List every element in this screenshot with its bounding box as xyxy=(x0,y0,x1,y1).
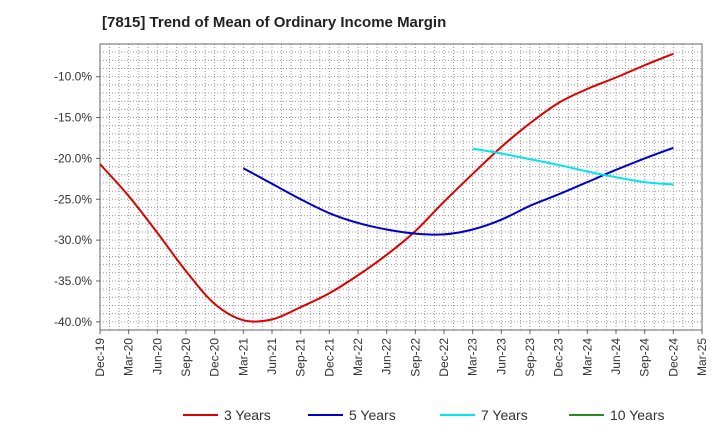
x-tick-label: Dec-24 xyxy=(666,338,680,377)
chart-title: [7815] Trend of Mean of Ordinary Income … xyxy=(102,14,447,31)
x-tick-label: Jun-23 xyxy=(494,338,508,375)
series-line-5-years xyxy=(242,146,674,236)
y-tick-label: -10.0% xyxy=(54,70,92,84)
x-tick-label: Jun-20 xyxy=(150,338,164,375)
x-tick-label: Mar-25 xyxy=(695,338,709,376)
x-tick-label: Jun-21 xyxy=(265,338,279,375)
y-tick-label: -35.0% xyxy=(54,274,92,288)
x-tick-label: Sep-21 xyxy=(294,338,308,377)
legend-label-10-years: 10 Years xyxy=(610,407,665,423)
legend-label-5-years: 5 Years xyxy=(349,407,396,423)
x-tick-label: Mar-21 xyxy=(236,338,250,376)
x-tick-label: Dec-19 xyxy=(93,338,107,377)
grid xyxy=(99,43,703,331)
y-tick-label: -40.0% xyxy=(54,315,92,329)
y-tick-label: -20.0% xyxy=(54,151,92,165)
x-tick-label: Dec-22 xyxy=(437,338,451,377)
y-tick-label: -30.0% xyxy=(54,233,92,247)
series-line-7-years xyxy=(472,147,674,186)
x-tick-label: Mar-23 xyxy=(466,338,480,376)
x-tick-label: Dec-23 xyxy=(552,338,566,377)
x-tick-label: Mar-20 xyxy=(122,338,136,376)
x-tick-label: Dec-20 xyxy=(208,338,222,377)
plot-area xyxy=(100,44,702,330)
y-tick-label: -15.0% xyxy=(54,111,92,125)
x-tick-label: Jun-24 xyxy=(609,338,623,375)
y-tick-label: -25.0% xyxy=(54,192,92,206)
series-line-3-years xyxy=(99,52,674,323)
x-tick-label: Sep-22 xyxy=(408,338,422,377)
legend-label-3-years: 3 Years xyxy=(224,407,271,423)
x-tick-label: Sep-23 xyxy=(523,338,537,377)
x-tick-label: Mar-22 xyxy=(351,338,365,376)
legend-label-7-years: 7 Years xyxy=(481,407,528,423)
x-tick-label: Dec-21 xyxy=(322,338,336,377)
x-tick-label: Jun-22 xyxy=(380,338,394,375)
x-tick-label: Sep-20 xyxy=(179,338,193,377)
x-tick-label: Mar-24 xyxy=(580,338,594,376)
plot-frame xyxy=(99,43,703,331)
x-tick-label: Sep-24 xyxy=(638,338,652,377)
